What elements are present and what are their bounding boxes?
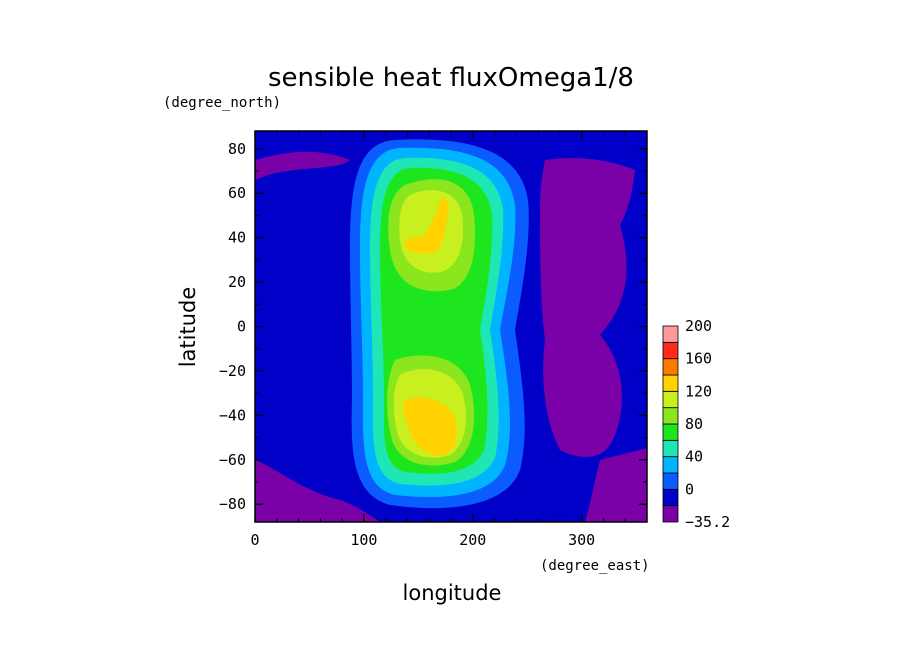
colorbar-label: 120 (685, 382, 712, 400)
y-tick-label: −80 (219, 495, 246, 513)
colorbar-swatch (662, 488, 679, 507)
x-tick-label: 200 (459, 531, 486, 549)
colorbar-swatch (662, 341, 679, 360)
colorbar: 200 160 120 80 40 0 −35.2 (662, 317, 730, 531)
colorbar-swatch (662, 456, 679, 474)
contour-neg-north (255, 151, 350, 180)
y-tick-label: 0 (237, 318, 246, 336)
colorbar-label: 160 (685, 350, 712, 368)
colorbar-swatch (662, 505, 679, 523)
colorbar-swatch (662, 358, 679, 376)
y-ticks: 80 60 40 20 0 −20 −40 −60 −80 (219, 140, 647, 513)
x-ticks: 0 100 200 300 (250, 131, 626, 549)
colorbar-swatch (662, 439, 679, 458)
contour-neg-south (255, 460, 380, 522)
colorbar-swatch (662, 325, 679, 343)
x-unit-label: (degree_east) (540, 558, 650, 574)
y-tick-label: 80 (228, 140, 246, 158)
y-tick-label: −20 (219, 362, 246, 380)
y-tick-label: −60 (219, 451, 246, 469)
colorbar-swatch (662, 374, 679, 392)
contour-neg-east-corner (585, 448, 647, 522)
contour-field (255, 131, 647, 522)
colorbar-label: −35.2 (685, 513, 730, 531)
colorbar-swatch (662, 407, 679, 425)
colorbar-label: 0 (685, 480, 694, 498)
x-tick-label: 300 (568, 531, 595, 549)
colorbar-swatch (662, 423, 679, 441)
colorbar-swatch (662, 390, 679, 409)
contour-120-north (405, 198, 449, 254)
colorbar-label: 80 (685, 415, 703, 433)
colorbar-label: 200 (685, 317, 712, 335)
contour-120-south (402, 397, 457, 456)
y-tick-label: 40 (228, 229, 246, 247)
y-axis-label: latitude (176, 287, 200, 368)
x-tick-label: 0 (250, 531, 259, 549)
y-tick-label: 20 (228, 273, 246, 291)
y-unit-label: (degree_north) (163, 95, 281, 111)
colorbar-swatch (662, 472, 679, 490)
y-tick-label: 60 (228, 184, 246, 202)
x-axis-label: longitude (403, 581, 502, 605)
contour-neg-east (540, 158, 635, 457)
colorbar-label: 40 (685, 448, 703, 466)
y-tick-label: −40 (219, 406, 246, 424)
x-tick-label: 100 (350, 531, 377, 549)
chart-title: sensible heat fluxOmega1/8 (268, 63, 634, 93)
